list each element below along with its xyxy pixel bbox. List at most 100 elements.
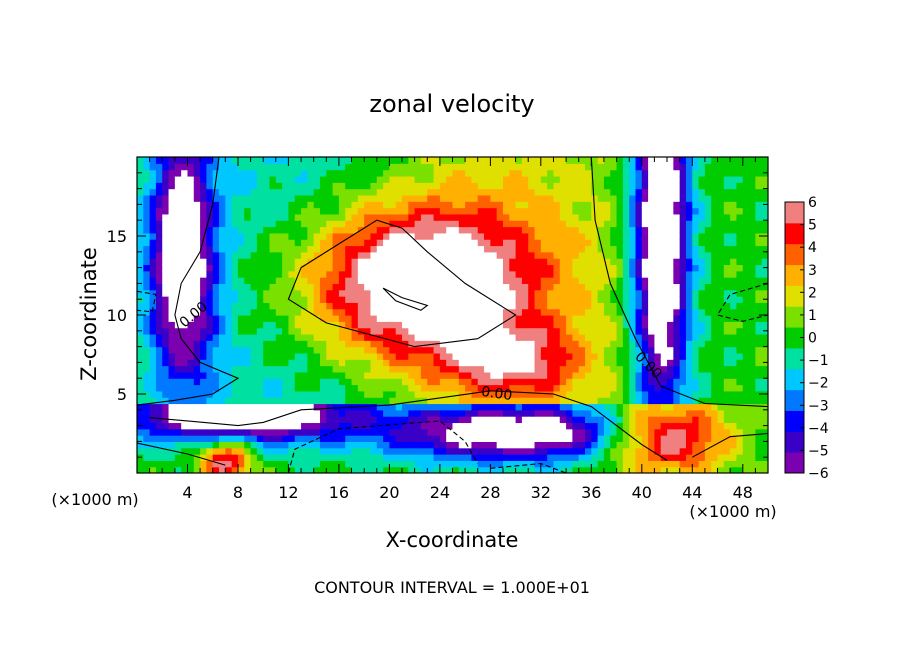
heatmap-cell <box>553 365 561 373</box>
heatmap-cell <box>730 428 738 436</box>
heatmap-cell <box>225 194 233 202</box>
heatmap-cell <box>660 283 668 291</box>
heatmap-cell <box>629 352 637 360</box>
heatmap-cell <box>200 163 208 171</box>
heatmap-cell <box>162 315 170 322</box>
heatmap-cell <box>357 232 365 240</box>
heatmap-cell <box>629 245 637 253</box>
heatmap-cell <box>237 302 245 310</box>
heatmap-cell <box>376 182 384 190</box>
heatmap-cell <box>635 289 643 297</box>
heatmap-cell <box>616 454 624 461</box>
heatmap-cell <box>332 346 340 354</box>
heatmap-cell <box>711 422 719 430</box>
heatmap-cell <box>685 359 693 367</box>
heatmap-cell <box>376 194 384 202</box>
heatmap-cell <box>237 296 245 303</box>
heatmap-cell <box>755 245 763 253</box>
heatmap-cell <box>212 283 220 291</box>
heatmap-cell <box>357 169 365 177</box>
heatmap-cell <box>256 390 264 398</box>
heatmap-cell <box>547 157 555 164</box>
heatmap-cell <box>231 384 239 392</box>
heatmap-cell <box>736 258 744 266</box>
heatmap-cell <box>332 428 340 436</box>
heatmap-cell <box>547 232 555 240</box>
heatmap-cell <box>439 321 447 329</box>
heatmap-cell <box>162 296 170 303</box>
heatmap-cell <box>667 346 674 354</box>
heatmap-cell <box>269 371 277 379</box>
heatmap-cell <box>566 245 573 253</box>
heatmap-cell <box>427 397 435 405</box>
heatmap-cell <box>219 365 226 373</box>
heatmap-cell <box>420 308 428 316</box>
heatmap-cell <box>648 201 656 209</box>
heatmap-cell <box>490 333 498 341</box>
heatmap-cell <box>698 251 706 259</box>
heatmap-cell <box>553 270 561 278</box>
heatmap-cell <box>667 188 674 196</box>
heatmap-cell <box>383 283 390 291</box>
heatmap-cell <box>301 340 308 348</box>
heatmap-cell <box>244 220 252 228</box>
heatmap-cell <box>515 188 523 196</box>
heatmap-cell <box>307 390 315 398</box>
heatmap-cell <box>736 454 744 461</box>
heatmap-cell <box>402 270 409 278</box>
heatmap-cell <box>496 308 504 316</box>
heatmap-cell <box>572 245 580 253</box>
heatmap-cell <box>181 390 189 398</box>
heatmap-cell <box>616 308 624 316</box>
heatmap-cell <box>528 245 536 253</box>
heatmap-cell <box>648 258 656 266</box>
heatmap-cell <box>345 390 353 398</box>
heatmap-cell <box>326 371 334 379</box>
heatmap-cell <box>749 397 756 405</box>
heatmap-cell <box>660 308 668 316</box>
heatmap-cell <box>723 397 731 405</box>
heatmap-cell <box>711 157 719 164</box>
heatmap-cell <box>162 213 170 221</box>
heatmap-cell <box>420 201 428 209</box>
heatmap-cell <box>540 207 548 215</box>
heatmap-cell <box>648 213 656 221</box>
heatmap-cell <box>269 327 277 335</box>
heatmap-cell <box>559 239 567 247</box>
heatmap-cell <box>446 441 454 449</box>
heatmap-cell <box>326 277 334 284</box>
heatmap-cell <box>187 258 195 266</box>
heatmap-cell <box>307 169 315 177</box>
heatmap-cell <box>717 296 725 303</box>
heatmap-cell <box>465 213 473 221</box>
heatmap-cell <box>137 435 144 442</box>
heatmap-cell <box>395 194 403 202</box>
heatmap-cell <box>326 409 334 417</box>
heatmap-cell <box>275 340 283 348</box>
heatmap-cell <box>547 352 555 360</box>
heatmap-cell <box>667 201 674 209</box>
heatmap-cell <box>667 340 674 348</box>
heatmap-cell <box>427 409 435 417</box>
heatmap-cell <box>395 175 403 183</box>
heatmap-cell <box>193 315 201 322</box>
heatmap-cell <box>307 188 315 196</box>
heatmap-cell <box>200 403 208 411</box>
heatmap-cell <box>692 460 700 468</box>
heatmap-cell <box>149 409 157 417</box>
heatmap-cell <box>610 258 618 266</box>
heatmap-cell <box>496 277 504 284</box>
heatmap-cell <box>439 308 447 316</box>
heatmap-cell <box>566 352 573 360</box>
heatmap-cell <box>465 409 473 417</box>
heatmap-cell <box>540 466 548 473</box>
heatmap-cell <box>313 454 321 461</box>
heatmap-cell <box>414 384 422 392</box>
heatmap-cell <box>307 397 315 405</box>
heatmap-cell <box>446 308 454 316</box>
heatmap-cell <box>635 435 643 442</box>
heatmap-cell <box>547 416 555 424</box>
heatmap-cell <box>149 403 157 411</box>
heatmap-cell <box>155 315 163 322</box>
heatmap-cell <box>370 378 378 386</box>
